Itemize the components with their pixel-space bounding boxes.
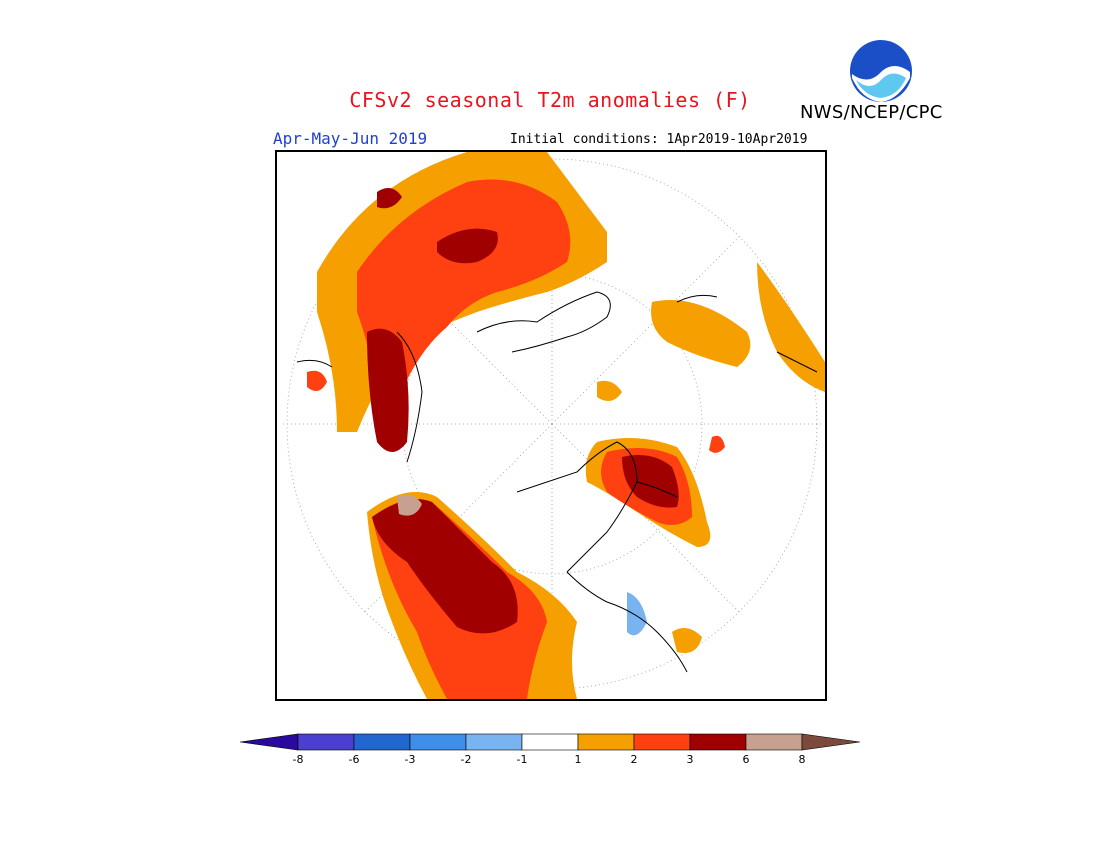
forecast-period: Apr-May-Jun 2019	[273, 129, 428, 148]
colorbar-tick-label: 1	[574, 753, 582, 766]
colorbar-segments	[239, 733, 861, 751]
colorbar-segment	[409, 733, 467, 751]
colorbar-segment	[521, 733, 579, 751]
colorbar-tick-label: 3	[686, 753, 694, 766]
colorbar-segment	[689, 733, 747, 751]
colorbar-segment	[633, 733, 691, 751]
colorbar-arrow-low	[239, 733, 299, 751]
noaa-logo	[848, 38, 914, 104]
colorbar-segment	[745, 733, 803, 751]
agency-label: NWS/NCEP/CPC	[800, 102, 943, 123]
colorbar-segment	[577, 733, 635, 751]
colorbar-tick-label: 6	[742, 753, 750, 766]
map-title: CFSv2 seasonal T2m anomalies (F)	[349, 88, 751, 112]
colorbar-tick-label: 2	[630, 753, 638, 766]
colorbar-tick-label: 8	[798, 753, 806, 766]
anomaly-lower-left	[367, 492, 577, 699]
polar-map	[275, 150, 827, 701]
colorbar-segment	[353, 733, 411, 751]
colorbar	[239, 733, 862, 773]
anomaly-eurasia	[585, 262, 825, 653]
colorbar-tick-label: -6	[348, 753, 360, 766]
colorbar-tick-label: -8	[292, 753, 304, 766]
colorbar-arrow-high	[801, 733, 861, 751]
colorbar-segment	[465, 733, 523, 751]
colorbar-tick-label: -1	[516, 753, 528, 766]
colorbar-segment	[297, 733, 355, 751]
anomaly-north-america	[307, 152, 607, 452]
initial-conditions: Initial conditions: 1Apr2019-10Apr2019	[510, 132, 808, 147]
colorbar-tick-label: -2	[460, 753, 472, 766]
coastlines	[296, 291, 818, 673]
colorbar-tick-label: -3	[404, 753, 416, 766]
